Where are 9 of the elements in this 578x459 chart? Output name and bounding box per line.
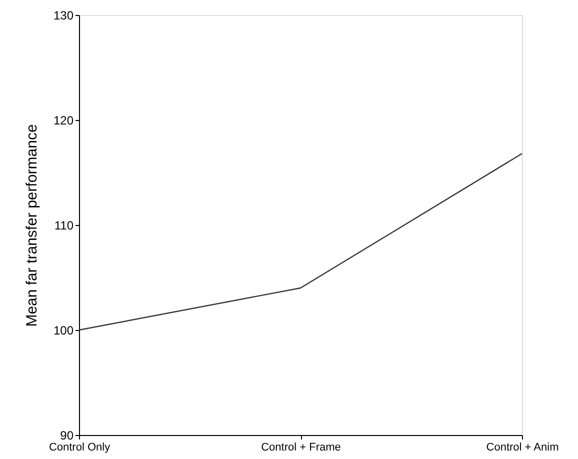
x-tick-label: Control + Anim: [486, 442, 559, 454]
x-tick-label: Control Only: [48, 442, 111, 454]
y-axis-title: Mean far transfer performance: [23, 124, 40, 327]
y-tick-label: 130: [53, 8, 74, 22]
x-tick-label: Control + Frame: [261, 442, 341, 454]
y-tick-label: 90: [60, 428, 74, 442]
y-tick-label: 120: [53, 114, 74, 128]
y-tick-label: 110: [54, 218, 74, 232]
y-tick-label: 100: [53, 324, 74, 338]
